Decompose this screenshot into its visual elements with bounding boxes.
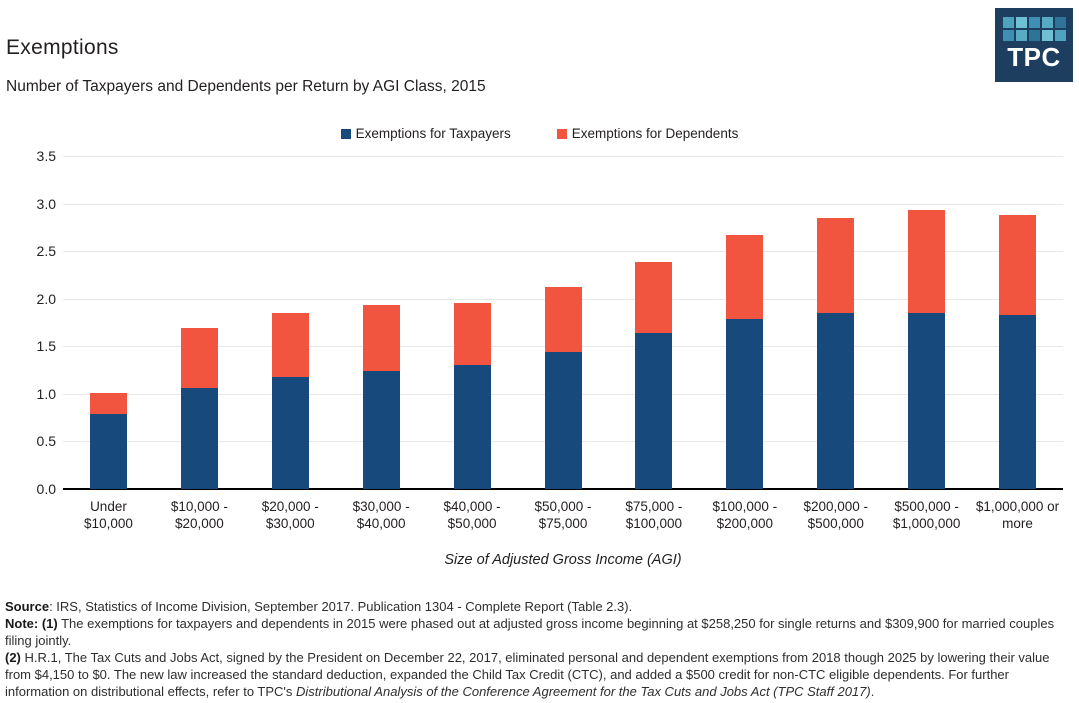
x-tick-label: $75,000 - $100,000: [625, 499, 683, 531]
page-title: Exemptions: [6, 36, 119, 59]
tpc-logo-text: TPC: [1007, 42, 1061, 72]
tpc-logo-squares-icon: [1002, 17, 1066, 41]
logo-square-icon: [1028, 30, 1040, 41]
x-tick-label: $10,000 - $20,000: [170, 499, 228, 531]
logo-square-icon: [1054, 30, 1066, 41]
bar-taxpayers: [180, 388, 218, 489]
logo-square-icon: [1002, 30, 1014, 41]
bar-taxpayers: [271, 376, 309, 489]
bar-dependents: [908, 210, 946, 313]
x-tick-label: Under $10,000: [84, 499, 133, 531]
chart-legend: Exemptions for Taxpayers Exemptions for …: [0, 126, 1079, 141]
note2-end: .: [870, 684, 875, 699]
note-1: Note: (1) The exemptions for taxpayers a…: [5, 615, 1075, 649]
note2-label: (2): [5, 650, 21, 665]
bar-taxpayers: [635, 332, 673, 489]
gridline-3.5: [63, 156, 1063, 157]
logo-square-icon: [1054, 17, 1066, 28]
tpc-logo: TPC: [995, 8, 1073, 82]
bar-dependents: [271, 312, 309, 377]
bar-taxpayers: [726, 318, 764, 489]
legend-label-dependents: Exemptions for Dependents: [571, 126, 739, 141]
bar-dependents: [89, 392, 127, 414]
x-tick-label: $1,000,000 or more: [975, 499, 1060, 531]
bar-taxpayers: [999, 314, 1037, 489]
bar-dependents: [817, 217, 855, 313]
y-tick-label: 1.0: [36, 385, 56, 402]
x-axis-title: Size of Adjusted Gross Income (AGI): [444, 552, 682, 568]
bar-taxpayers: [453, 365, 491, 489]
bar-taxpayers: [544, 351, 582, 489]
x-tick-label: $30,000 - $40,000: [352, 499, 410, 531]
bar-taxpayers: [817, 312, 855, 489]
x-tick-label: $20,000 - $30,000: [261, 499, 319, 531]
bar-dependents: [544, 287, 582, 352]
logo-square-icon: [1041, 17, 1053, 28]
note1-text: The exemptions for taxpayers and depende…: [5, 616, 1055, 648]
legend-item-taxpayers: Exemptions for Taxpayers: [340, 126, 511, 141]
logo-square-icon: [1041, 30, 1053, 41]
x-tick-label: $100,000 - $200,000: [712, 499, 778, 531]
legend-label-taxpayers: Exemptions for Taxpayers: [355, 126, 511, 141]
bar-dependents: [362, 305, 400, 371]
x-tick-label: $50,000 - $75,000: [534, 499, 592, 531]
logo-square-icon: [1015, 30, 1027, 41]
note2-citation: Distributional Analysis of the Conferenc…: [296, 684, 871, 699]
source-note: Source: IRS, Statistics of Income Divisi…: [5, 598, 1075, 615]
y-tick-label: 1.5: [36, 338, 56, 355]
bar-taxpayers: [362, 371, 400, 489]
bar-taxpayers: [908, 312, 946, 489]
logo-square-icon: [1015, 17, 1027, 28]
x-tick-label: $500,000 - $1,000,000: [892, 499, 961, 531]
x-tick-label: $40,000 - $50,000: [443, 499, 501, 531]
note1-label: Note: (1): [5, 616, 58, 631]
y-tick-label: 3.0: [36, 195, 56, 212]
bar-dependents: [180, 328, 218, 389]
bar-taxpayers: [89, 413, 127, 489]
y-tick-label: 3.5: [36, 148, 56, 164]
dependents-swatch-icon: [556, 128, 567, 139]
y-tick-label: 2.5: [36, 243, 56, 260]
bar-dependents: [726, 234, 764, 319]
legend-item-dependents: Exemptions for Dependents: [556, 126, 739, 141]
y-tick-label: 0.5: [36, 433, 56, 450]
chart-subtitle: Number of Taxpayers and Dependents per R…: [6, 78, 486, 95]
y-tick-label: 2.0: [36, 290, 56, 307]
taxpayers-swatch-icon: [340, 128, 351, 139]
x-axis-line: [63, 488, 1063, 490]
bar-dependents: [999, 214, 1037, 315]
source-label: Source: [5, 599, 50, 614]
gridline-2.5: [63, 251, 1063, 253]
gridline-3.0: [63, 203, 1063, 205]
y-tick-label: 0.0: [36, 481, 56, 497]
note2-text: H.R.1, The Tax Cuts and Jobs Act, signed…: [5, 650, 1050, 699]
source-text: : IRS, Statistics of Income Division, Se…: [49, 599, 633, 614]
logo-square-icon: [1028, 17, 1040, 28]
note-2: (2) H.R.1, The Tax Cuts and Jobs Act, si…: [5, 649, 1075, 700]
bar-dependents: [453, 302, 491, 366]
footnotes: Source: IRS, Statistics of Income Divisi…: [5, 598, 1075, 700]
x-tick-label: $200,000 - $500,000: [803, 499, 868, 531]
logo-square-icon: [1002, 17, 1014, 28]
bar-dependents: [635, 261, 673, 333]
